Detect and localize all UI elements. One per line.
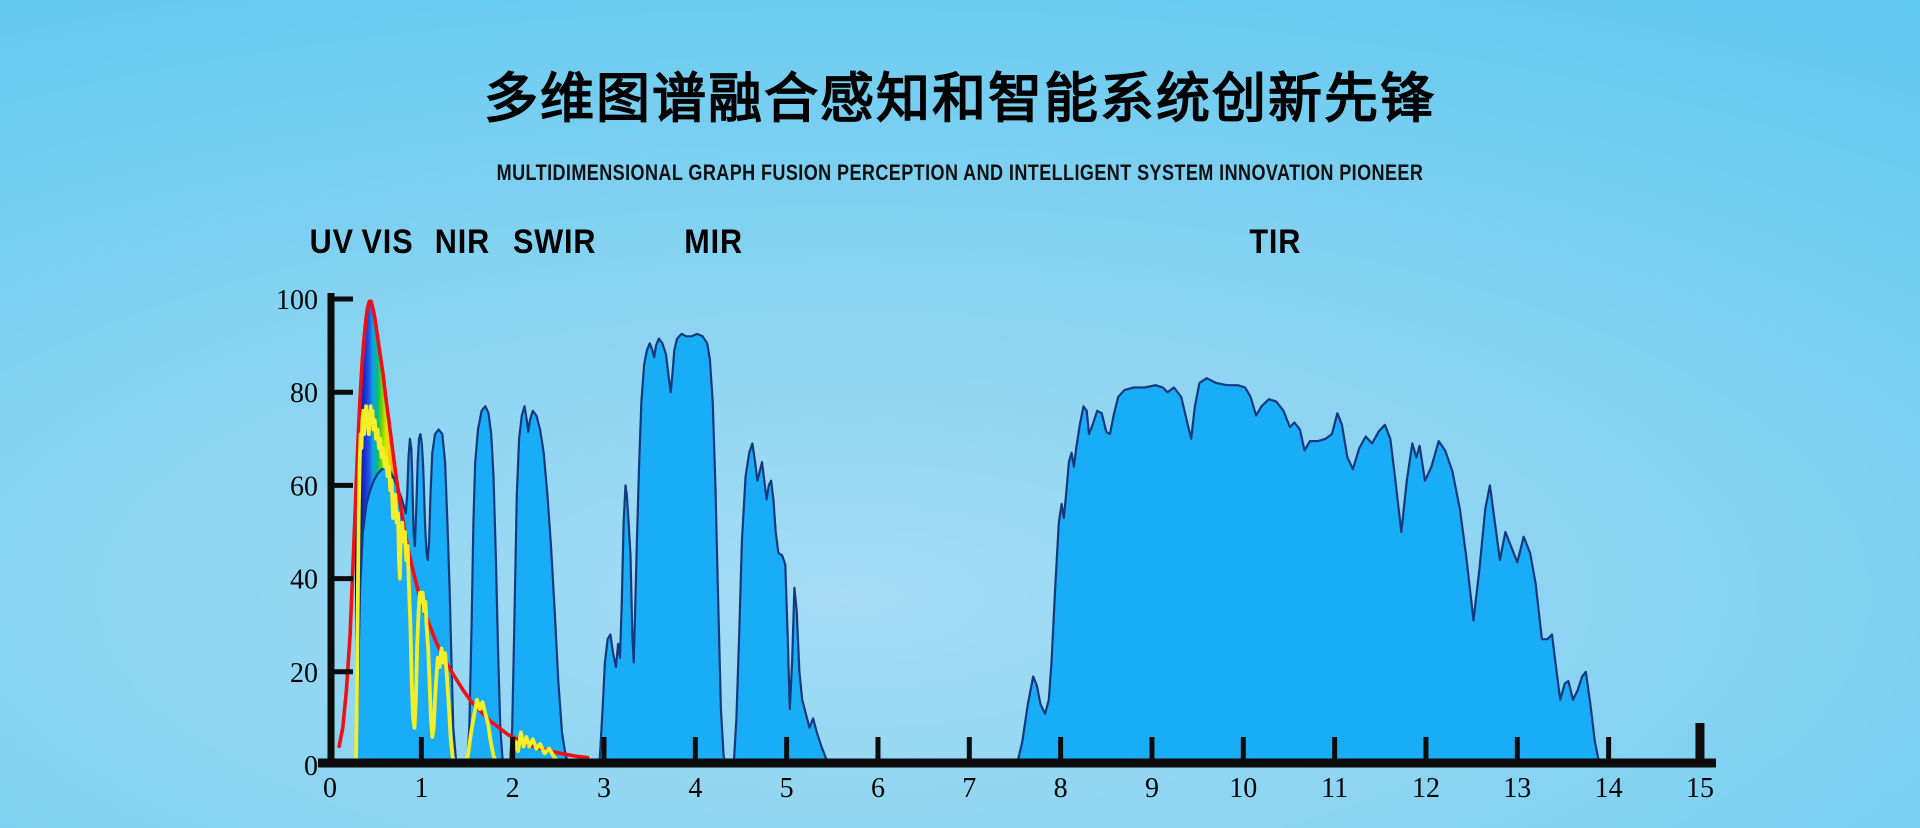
transmission-windows-shape: [355, 332, 1706, 767]
x-tick-label-13: 13: [1503, 773, 1531, 804]
y-tick-label-60: 60: [290, 471, 318, 502]
y-tick-label-80: 80: [290, 378, 318, 409]
blackbody-curve-line: [337, 299, 590, 760]
band-label-vis: VIS: [361, 223, 413, 261]
x-tick-label-8: 8: [1054, 773, 1068, 804]
x-tick-label-7: 7: [962, 773, 976, 804]
axes: [318, 293, 1716, 768]
x-tick-label-0: 0: [323, 773, 337, 804]
band-label-tir: TIR: [1249, 223, 1301, 261]
y-tick-label-20: 20: [290, 658, 318, 689]
x-tick-label-6: 6: [871, 773, 885, 804]
solar-irradiance-curve: [354, 404, 568, 767]
band-label-uv: UV: [310, 223, 354, 261]
band-label-swir: SWIR: [513, 223, 596, 261]
y-tick-label-100: 100: [276, 285, 318, 316]
x-tick-label-9: 9: [1145, 773, 1159, 804]
page-subtitle: MULTIDIMENSIONAL GRAPH FUSION PERCEPTION…: [496, 160, 1424, 185]
y-tick-label-40: 40: [290, 565, 318, 596]
blackbody-radiation-curve: [337, 299, 590, 760]
x-tick-label-2: 2: [506, 773, 520, 804]
y-axis-tick-labels: 0 20 40 60 80 100: [276, 285, 318, 782]
x-axis-tick-labels: 0 1 2 3 4 5 6 7 8 9 10 11 12 13 14 15: [323, 773, 1714, 804]
x-tick-label-11: 11: [1321, 773, 1348, 804]
x-tick-label-15: 15: [1686, 773, 1714, 804]
spectral-band-labels: UV VIS NIR SWIR MIR TIR: [310, 223, 1301, 261]
x-tick-label-3: 3: [597, 773, 611, 804]
x-tick-label-1: 1: [414, 773, 428, 804]
x-tick-label-4: 4: [688, 773, 702, 804]
x-tick-label-12: 12: [1412, 773, 1440, 804]
solar-curve-line: [354, 404, 568, 767]
band-label-mir: MIR: [684, 223, 743, 261]
atmospheric-transmission-area: [355, 332, 1706, 767]
band-label-nir: NIR: [435, 223, 490, 261]
x-tick-label-10: 10: [1229, 773, 1257, 804]
y-tick-label-0: 0: [304, 751, 318, 782]
page-title: 多维图谱融合感知和智能系统创新先锋: [484, 69, 1436, 129]
x-tick-label-14: 14: [1595, 773, 1623, 804]
x-tick-label-5: 5: [780, 773, 794, 804]
